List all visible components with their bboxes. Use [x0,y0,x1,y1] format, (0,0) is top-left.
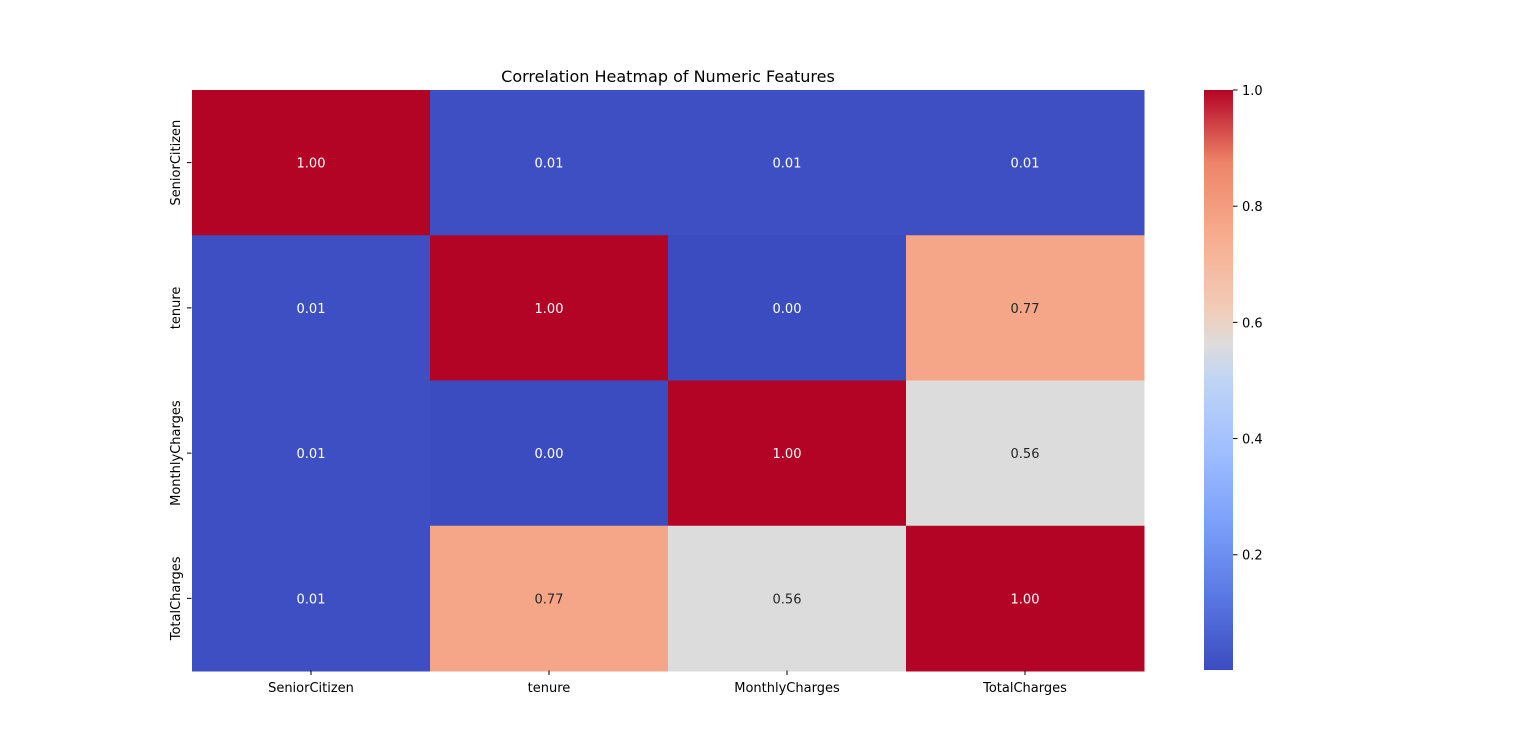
cell-annotation: 0.77 [535,592,564,607]
cell-annotation: 1.00 [1011,592,1040,607]
colorbar-tick-label: 1.0 [1242,84,1263,99]
heatmap-cells [192,90,1145,672]
cell-annotation: 0.01 [1011,157,1040,172]
y-tick-label: tenure [169,287,184,330]
cell-annotation: 1.00 [535,302,564,317]
colorbar-gradient [1204,90,1233,670]
cell-annotation: 0.77 [1011,302,1040,317]
colorbar-tick-label: 0.6 [1242,316,1263,331]
heatmap-cell [192,525,431,672]
heatmap-cell [430,380,669,527]
heatmap-annotations: 1.00 0.01 0.01 0.01 0.01 1.00 0.00 0.77 0.01 0.00… [297,157,1040,608]
cell-annotation: 1.00 [773,447,802,462]
heatmap-cell [906,525,1145,672]
x-tick-label: tenure [528,681,571,696]
cell-annotation: 0.00 [773,302,802,317]
heatmap-cell [430,235,669,381]
cell-annotation: 0.01 [297,592,326,607]
heatmap-cell [906,235,1145,381]
heatmap-cell [430,90,669,236]
colorbar-tick-label: 0.4 [1242,433,1263,448]
colorbar: 0.2 0.4 0.6 0.8 1.0 [1204,84,1263,670]
heatmap-cell [668,235,907,381]
heatmap-cell [906,380,1145,527]
heatmap-cell [192,380,431,527]
colorbar-tick-label: 0.2 [1242,549,1263,564]
heatmap-cell [192,235,431,381]
y-axis: SeniorCitizen tenure MonthlyCharges TotalCh… [169,120,192,641]
cell-annotation: 0.00 [535,447,564,462]
heatmap-cell [430,525,669,672]
y-tick-label: SeniorCitizen [169,120,184,206]
cell-annotation: 0.01 [773,157,802,172]
y-tick-label: MonthlyCharges [169,400,184,506]
heatmap-cell [668,525,907,672]
heatmap-cell [192,90,431,236]
x-tick-label: MonthlyCharges [734,681,840,696]
x-tick-label: TotalCharges [982,681,1067,696]
y-tick-label: TotalCharges [169,556,184,641]
colorbar-tick-label: 0.8 [1242,200,1263,215]
heatmap-cell [906,90,1145,236]
cell-annotation: 0.56 [1011,447,1040,462]
cell-annotation: 0.01 [535,157,564,172]
heatmap-cell [668,380,907,527]
colorbar-ticks: 0.2 0.4 0.6 0.8 1.0 [1233,84,1263,564]
cell-annotation: 0.01 [297,302,326,317]
cell-annotation: 1.00 [297,157,326,172]
chart-title: Correlation Heatmap of Numeric Features [501,67,835,86]
x-tick-label: SeniorCitizen [268,681,354,696]
heatmap-cell [668,90,907,236]
x-axis: SeniorCitizen tenure MonthlyCharges TotalCh… [268,670,1067,696]
cell-annotation: 0.56 [773,592,802,607]
cell-annotation: 0.01 [297,447,326,462]
